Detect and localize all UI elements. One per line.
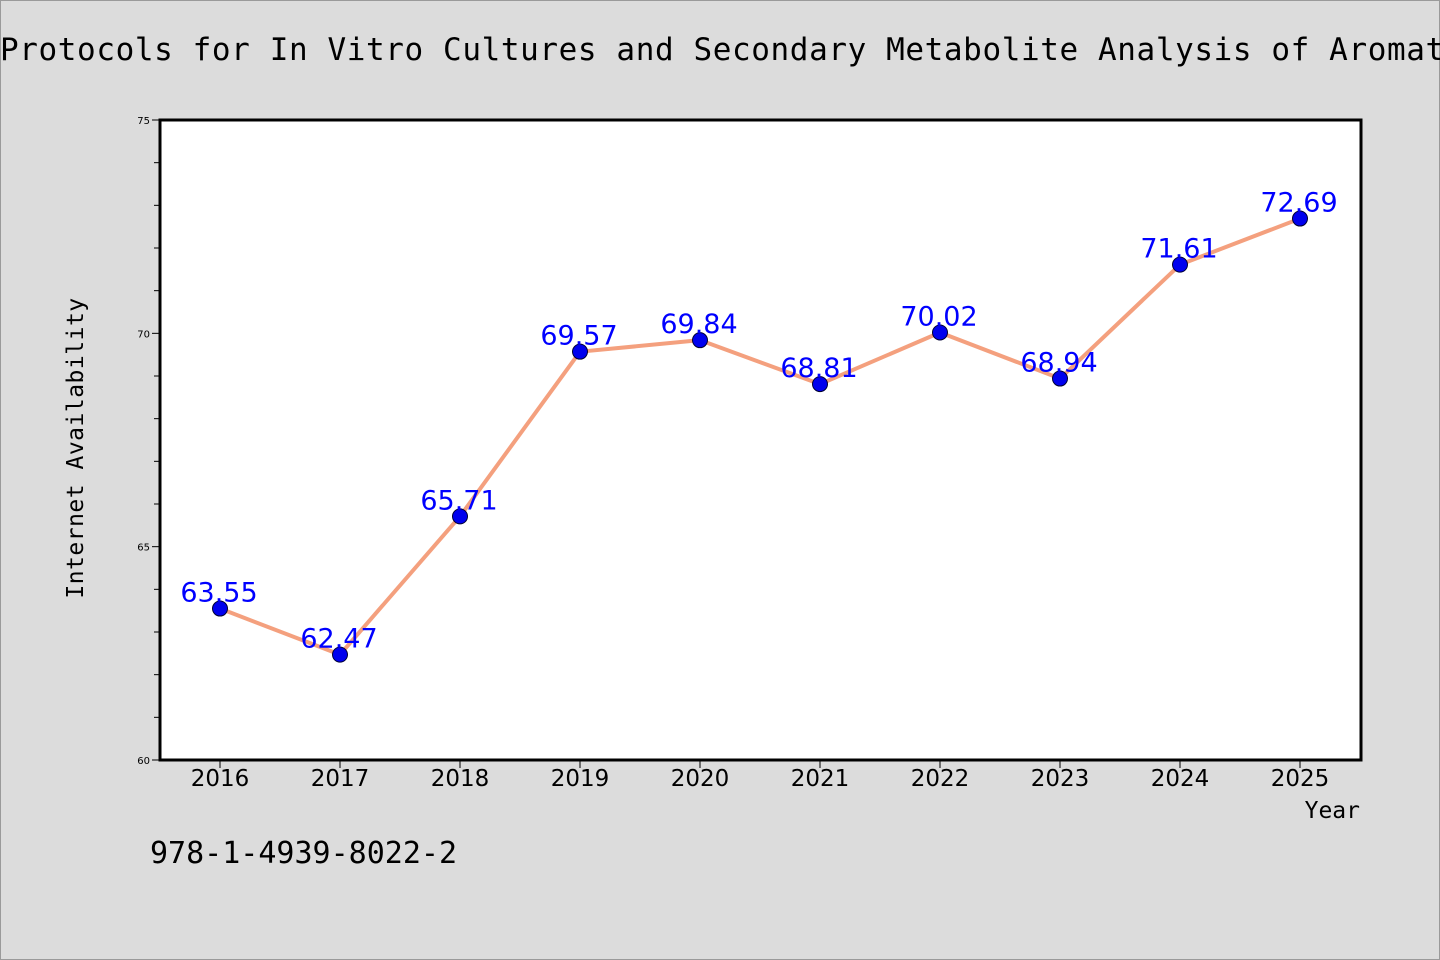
y-tick-label: 70 [137,329,150,340]
x-tick-label: 2016 [191,766,250,792]
data-label: 68.94 [1020,348,1097,379]
data-point [212,600,228,617]
plot-area [158,118,1363,762]
x-axis-label: Year [1304,798,1360,824]
data-point [1172,256,1188,273]
data-point [932,324,948,341]
y-tick-label: 75 [137,116,150,127]
x-tick-label: 2025 [1271,766,1330,792]
x-tick-label: 2019 [551,766,610,792]
data-point [692,332,708,349]
x-tick-label: 2020 [671,766,730,792]
data-label: 63.55 [180,578,257,609]
chart-title: Protocols for In Vitro Cultures and Seco… [0,32,1440,68]
series-line [218,216,1302,657]
x-tick-label: 2018 [431,766,490,792]
data-label: 69.57 [540,321,617,352]
data-point [452,508,468,525]
data-point [1052,370,1068,387]
x-tick-label: 2017 [311,766,370,792]
data-label: 62.47 [300,624,377,655]
x-tick-label: 2023 [1031,766,1090,792]
data-point [812,376,828,393]
x-tick-label: 2022 [911,766,970,792]
data-label: 72.69 [1260,188,1337,219]
x-tick-label: 2024 [1151,766,1210,792]
data-point [332,646,348,663]
x-tick-label: 2021 [791,766,850,792]
data-label: 69.84 [660,309,737,340]
data-label: 68.81 [780,353,857,384]
isbn-text: 978-1-4939-8022-2 [150,836,458,871]
data-label: 70.02 [900,301,977,332]
data-label: 71.61 [1140,234,1217,265]
data-point [1292,210,1308,227]
y-tick-label: 60 [137,756,150,767]
data-point [572,343,588,360]
y-tick-label: 65 [137,543,150,554]
data-label: 65.71 [420,485,497,516]
